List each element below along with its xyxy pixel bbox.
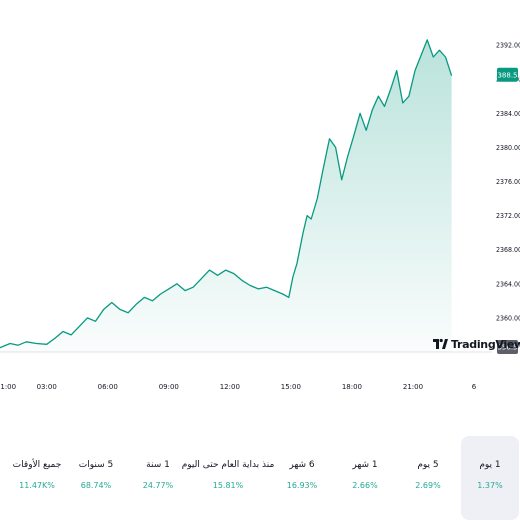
period-tab-change: 2.69% xyxy=(415,481,441,490)
y-tick-label: 2376.00 xyxy=(496,178,520,186)
y-tick-label: 2380.00 xyxy=(496,144,520,152)
period-tab-label: 6 شهر xyxy=(289,460,315,470)
x-tick-label: 12:00 xyxy=(220,383,240,391)
price-area-fill xyxy=(0,39,452,352)
period-tab[interactable]: جميع الأوقات 11.47K% xyxy=(8,436,66,520)
y-tick-label: 2368.00 xyxy=(496,246,520,254)
tradingview-logo-icon xyxy=(433,338,448,349)
period-tab-change: 16.93% xyxy=(286,481,318,490)
previous-close-value: 2356.52 xyxy=(493,344,520,352)
period-tab-label: 5 سنوات xyxy=(78,460,114,470)
price-chart[interactable]: 2392.002388.002384.002380.002376.002372.… xyxy=(0,0,520,400)
current-price-value: 2388.51 xyxy=(493,71,520,79)
price-line xyxy=(0,39,453,349)
period-tab-change: 68.74% xyxy=(80,481,112,490)
x-tick-label: 09:00 xyxy=(159,383,179,391)
period-tab-change: 2.66% xyxy=(352,481,378,490)
period-tab-label: 1 شهر xyxy=(352,460,378,470)
y-tick-label: 2360.00 xyxy=(496,314,520,322)
x-tick-label: 6 xyxy=(472,383,477,391)
period-tab[interactable]: 6 شهر 16.93% xyxy=(273,436,331,520)
period-tab[interactable]: 5 سنوات 68.74% xyxy=(67,436,125,520)
period-tab[interactable]: 1 سنة 24.77% xyxy=(129,436,187,520)
period-tab-change: 24.77% xyxy=(142,481,174,490)
period-tab-label: 1 يوم xyxy=(479,460,501,470)
x-tick-label: 21:00 xyxy=(403,383,423,391)
x-tick-label: 18:00 xyxy=(342,383,362,391)
period-tab[interactable]: 1 شهر 2.66% xyxy=(336,436,394,520)
tradingview-logo: TradingView xyxy=(432,336,520,352)
period-tab[interactable]: منذ بداية العام حتى اليوم 15.81% xyxy=(182,436,275,520)
x-tick-label: 06:00 xyxy=(98,383,118,391)
period-tab-label: منذ بداية العام حتى اليوم xyxy=(181,460,275,470)
y-tick-label: 2372.00 xyxy=(496,212,520,220)
period-tab[interactable]: 1 يوم 1.37% xyxy=(461,436,519,520)
period-tab-label: 1 سنة xyxy=(146,460,170,470)
tradingview-logo-text: TradingView xyxy=(451,337,520,351)
period-tabs: 1 يوم 1.37% 5 يوم 2.69% 1 شهر 2.66% 6 شهر 16.93… xyxy=(0,436,520,520)
period-tab-label: جميع الأوقات xyxy=(12,460,62,470)
previous-close-badge-bg xyxy=(497,340,518,354)
period-tab-change: 11.47K% xyxy=(19,481,55,490)
period-tab-change: 1.37% xyxy=(477,481,503,490)
y-tick-label: 2384.00 xyxy=(496,110,520,118)
y-tick-label: 2392.00 xyxy=(496,42,520,50)
period-tab-label: 5 يوم xyxy=(417,460,439,470)
x-tick-label: 03:00 xyxy=(37,383,57,391)
y-tick-label: 2364.00 xyxy=(496,280,520,288)
period-tab[interactable]: 5 يوم 2.69% xyxy=(399,436,457,520)
x-tick-label: 15:00 xyxy=(281,383,301,391)
x-tick-label: 01:00 xyxy=(0,383,16,391)
current-price-badge-bg xyxy=(497,67,518,82)
period-tab-change: 15.81% xyxy=(212,481,244,490)
chart-canvas[interactable]: 2392.002388.002384.002380.002376.002372.… xyxy=(0,0,520,400)
current-price-badge: 2388.51 xyxy=(493,67,520,82)
previous-close-badge: 2356.52 xyxy=(493,340,520,354)
